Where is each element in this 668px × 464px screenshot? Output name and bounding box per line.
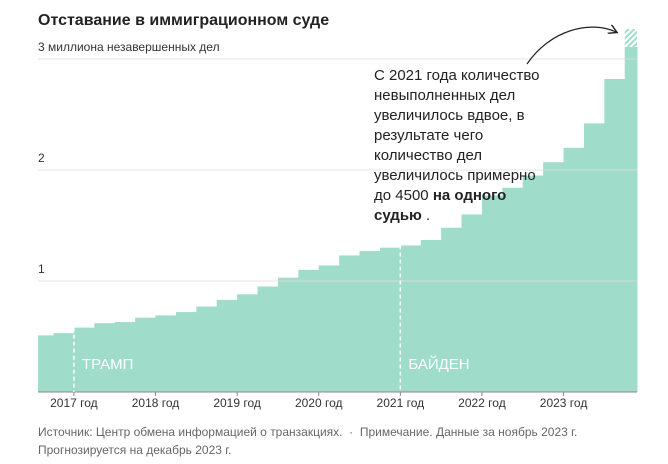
y-tick-label: 1 (38, 262, 45, 276)
forecast (624, 29, 637, 47)
step (298, 269, 320, 392)
step (359, 251, 381, 392)
step (543, 162, 565, 392)
source: Источник: Центр обмена информацией о тра… (38, 425, 343, 439)
annotation: С 2021 года количество невыполненных дел… (374, 66, 544, 226)
x-tick-label: 2021 год (377, 396, 425, 410)
step (502, 187, 524, 392)
step (563, 147, 585, 392)
step (38, 335, 55, 392)
step (257, 286, 279, 392)
step (114, 322, 136, 392)
annotation-bold: на одного судью (374, 187, 507, 224)
x-tick-label: 2022 год (458, 396, 506, 410)
step (379, 247, 401, 392)
step (400, 245, 422, 392)
step (277, 277, 299, 392)
step (196, 306, 218, 392)
step (420, 239, 442, 392)
chart-title: Отставание в иммиграционном суде (38, 12, 329, 29)
step (155, 315, 177, 392)
y-tick-label: 3 миллиона незавершенных дел (38, 40, 220, 54)
step (216, 299, 238, 392)
x-tick-label: 2019 год (213, 396, 261, 410)
y-tick-label: 2 (38, 151, 45, 165)
step (339, 255, 361, 392)
x-tick-label: 2020 год (295, 396, 343, 410)
step (624, 46, 638, 392)
step (461, 214, 483, 392)
step (481, 195, 503, 392)
step (522, 175, 544, 392)
x-tick-label: 2017 год (50, 396, 98, 410)
annotation-text: С 2021 года количество невыполненных дел… (374, 67, 540, 204)
annotation-end: . (426, 207, 431, 224)
step (583, 123, 605, 392)
marker-label: ТРАМП (82, 356, 133, 373)
step (175, 312, 197, 392)
step (135, 317, 157, 392)
step (53, 333, 75, 392)
arrow (526, 27, 616, 65)
step (604, 78, 626, 392)
step (237, 294, 259, 392)
marker-label: БАЙДЕН (408, 355, 469, 373)
note: Примечание. Данные за ноябрь 2023 г. Про… (38, 425, 578, 457)
footer: Источник: Центр обмена информацией о тра… (38, 425, 578, 457)
step (94, 323, 116, 392)
step (441, 227, 463, 392)
step (318, 265, 340, 392)
step (73, 327, 95, 392)
x-tick-label: 2023 год (540, 396, 588, 410)
x-tick-label: 2018 год (132, 396, 180, 410)
